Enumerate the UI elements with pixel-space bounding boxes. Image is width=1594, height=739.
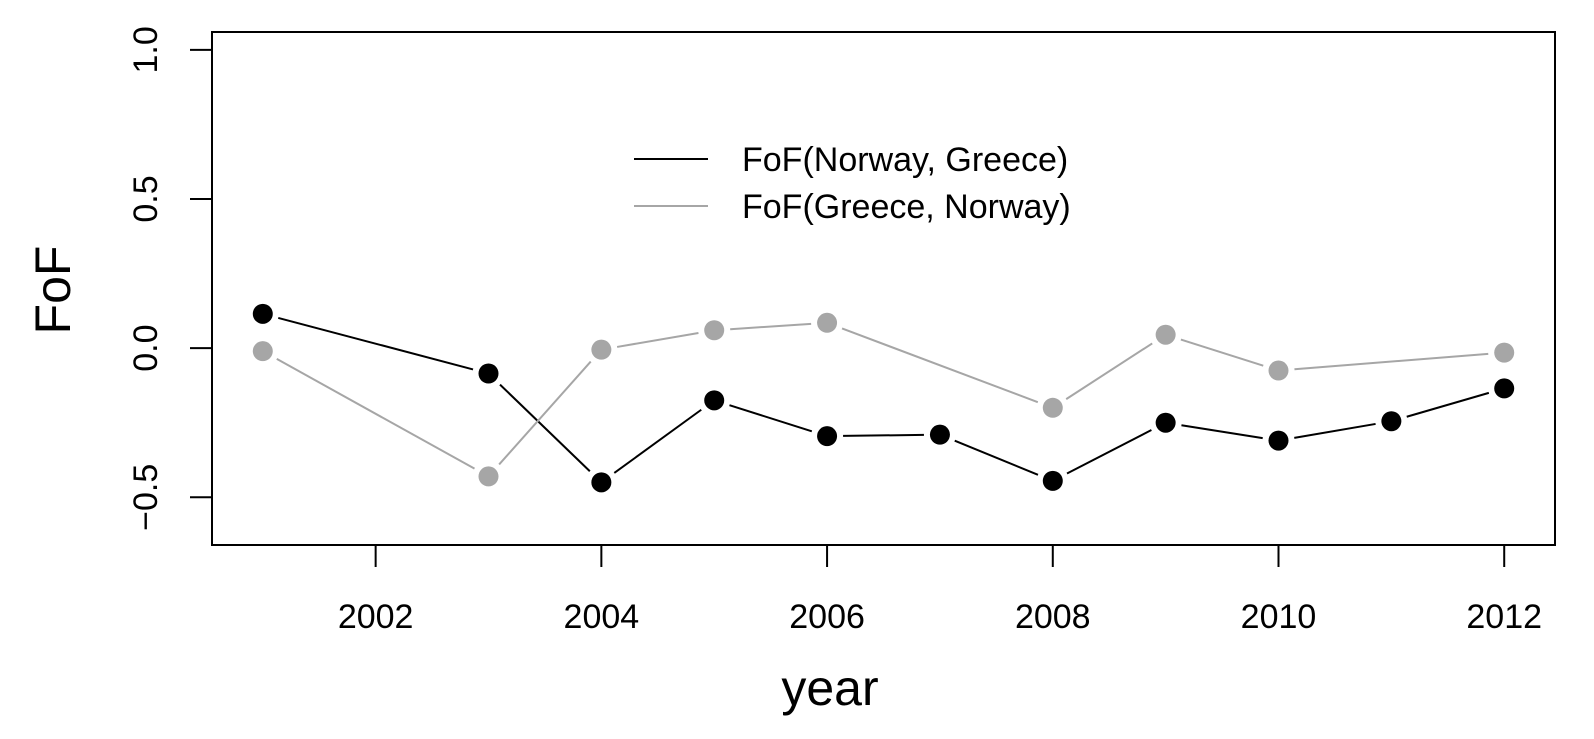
series-1-point (704, 320, 725, 341)
series-0-point (1381, 411, 1402, 432)
series-0-point (478, 363, 499, 384)
series-1-point (817, 312, 838, 333)
series-0-segment (954, 439, 1039, 476)
x-tick-label: 2012 (1466, 598, 1542, 636)
series-0-point (929, 424, 950, 445)
series-1-point (478, 466, 499, 487)
x-tick-label: 2008 (1015, 598, 1091, 636)
x-axis: 2002 2004 2006 2008 2010 2012 (338, 545, 1542, 636)
series-1-point (591, 339, 612, 360)
plot-frame (211, 31, 1556, 546)
series-1-segment (1065, 342, 1153, 400)
series-0-segment (1406, 391, 1490, 418)
y-axis-title: FoF (25, 246, 81, 335)
series-0-segment (277, 316, 474, 371)
series-0-segment (1181, 424, 1263, 440)
series-1-segment (841, 327, 1039, 404)
series-layer (252, 303, 1515, 493)
series-0-point (704, 390, 725, 411)
series-1-segment (1294, 352, 1489, 371)
series-0-segment (613, 408, 702, 474)
series-1-segment (1180, 338, 1264, 367)
series-1-segment (730, 322, 812, 331)
y-tick-label: −0.5 (127, 464, 165, 531)
y-tick-label: 0.0 (127, 325, 165, 372)
series-1-point (1494, 342, 1515, 363)
x-axis-title: year (781, 660, 878, 716)
series-0-point (1494, 378, 1515, 399)
series-1-point (1268, 360, 1289, 381)
series-1-segment (616, 331, 699, 348)
series-1-segment (498, 360, 592, 466)
series-1-point (252, 341, 273, 362)
series-0-segment (1066, 429, 1152, 475)
series-0-point (1268, 430, 1289, 451)
series-0-point (817, 426, 838, 447)
series-0-segment (843, 433, 924, 437)
series-0-segment (1294, 422, 1376, 439)
y-axis: −0.5 0.0 0.5 1.0 (127, 26, 213, 531)
legend: FoF(Norway, Greece) FoF(Greece, Norway) (634, 141, 1071, 226)
y-tick-label: 0.5 (127, 175, 165, 222)
x-tick-label: 2002 (338, 598, 414, 636)
legend-label-norway-greece: FoF(Norway, Greece) (742, 141, 1068, 179)
series-0-segment (729, 404, 813, 433)
series-1 (252, 312, 1515, 487)
series-0-point (591, 472, 612, 493)
x-tick-label: 2010 (1241, 598, 1317, 636)
series-0-point (252, 303, 273, 324)
series-0-point (1155, 412, 1176, 433)
x-tick-label: 2006 (789, 598, 865, 636)
series-1-point (1155, 324, 1176, 345)
series-1-point (1042, 397, 1063, 418)
series-1-segment (276, 358, 475, 470)
series-0 (252, 303, 1515, 493)
series-0-point (1042, 470, 1063, 491)
x-tick-label: 2004 (564, 598, 640, 636)
series-0-segment (499, 383, 591, 472)
legend-label-greece-norway: FoF(Greece, Norway) (742, 188, 1071, 226)
y-tick-label: 1.0 (127, 26, 165, 73)
